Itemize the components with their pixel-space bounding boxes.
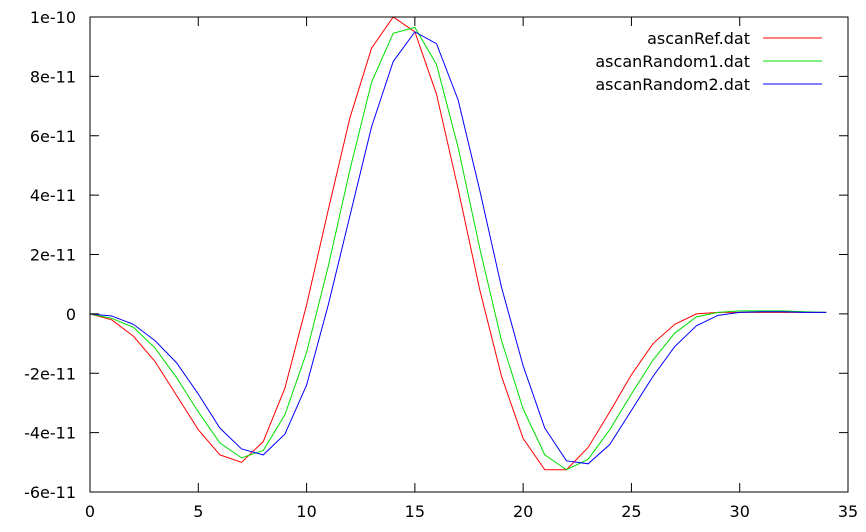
y-tick-label: -2e-11 (24, 364, 76, 383)
x-tick-label: 5 (193, 502, 203, 521)
y-tick-label: -4e-11 (24, 424, 76, 443)
x-tick-label: 20 (513, 502, 533, 521)
legend-label: ascanRef.dat (647, 29, 750, 48)
y-tick-label: 6e-11 (30, 127, 76, 146)
y-tick-label: 8e-11 (30, 67, 76, 86)
y-tick-label: 0 (66, 305, 76, 324)
y-tick-label: 1e-10 (30, 8, 76, 27)
y-tick-label: 4e-11 (30, 186, 76, 205)
legend-label: ascanRandom1.dat (595, 52, 750, 71)
x-tick-label: 35 (838, 502, 858, 521)
series-line-2 (89, 26, 827, 471)
x-tick-label: 25 (621, 502, 641, 521)
series-layer (89, 16, 827, 471)
series-line-3 (89, 31, 827, 465)
x-tick-label: 0 (85, 502, 95, 521)
legend: ascanRef.dat ascanRandom1.dat ascanRandom2… (595, 29, 822, 94)
x-tick-label: 15 (405, 502, 425, 521)
x-tick-label: 10 (296, 502, 316, 521)
series-line-1 (89, 16, 827, 471)
x-tick-label: 30 (730, 502, 750, 521)
legend-label: ascanRandom2.dat (595, 75, 750, 94)
y-tick-label: -6e-11 (24, 483, 76, 502)
tick-layer: 0 5 10 15 20 25 30 35 -6e-11 -4e-11 -2e-11 0 2e-11 4e… (24, 8, 858, 521)
y-tick-label: 2e-11 (30, 246, 76, 265)
